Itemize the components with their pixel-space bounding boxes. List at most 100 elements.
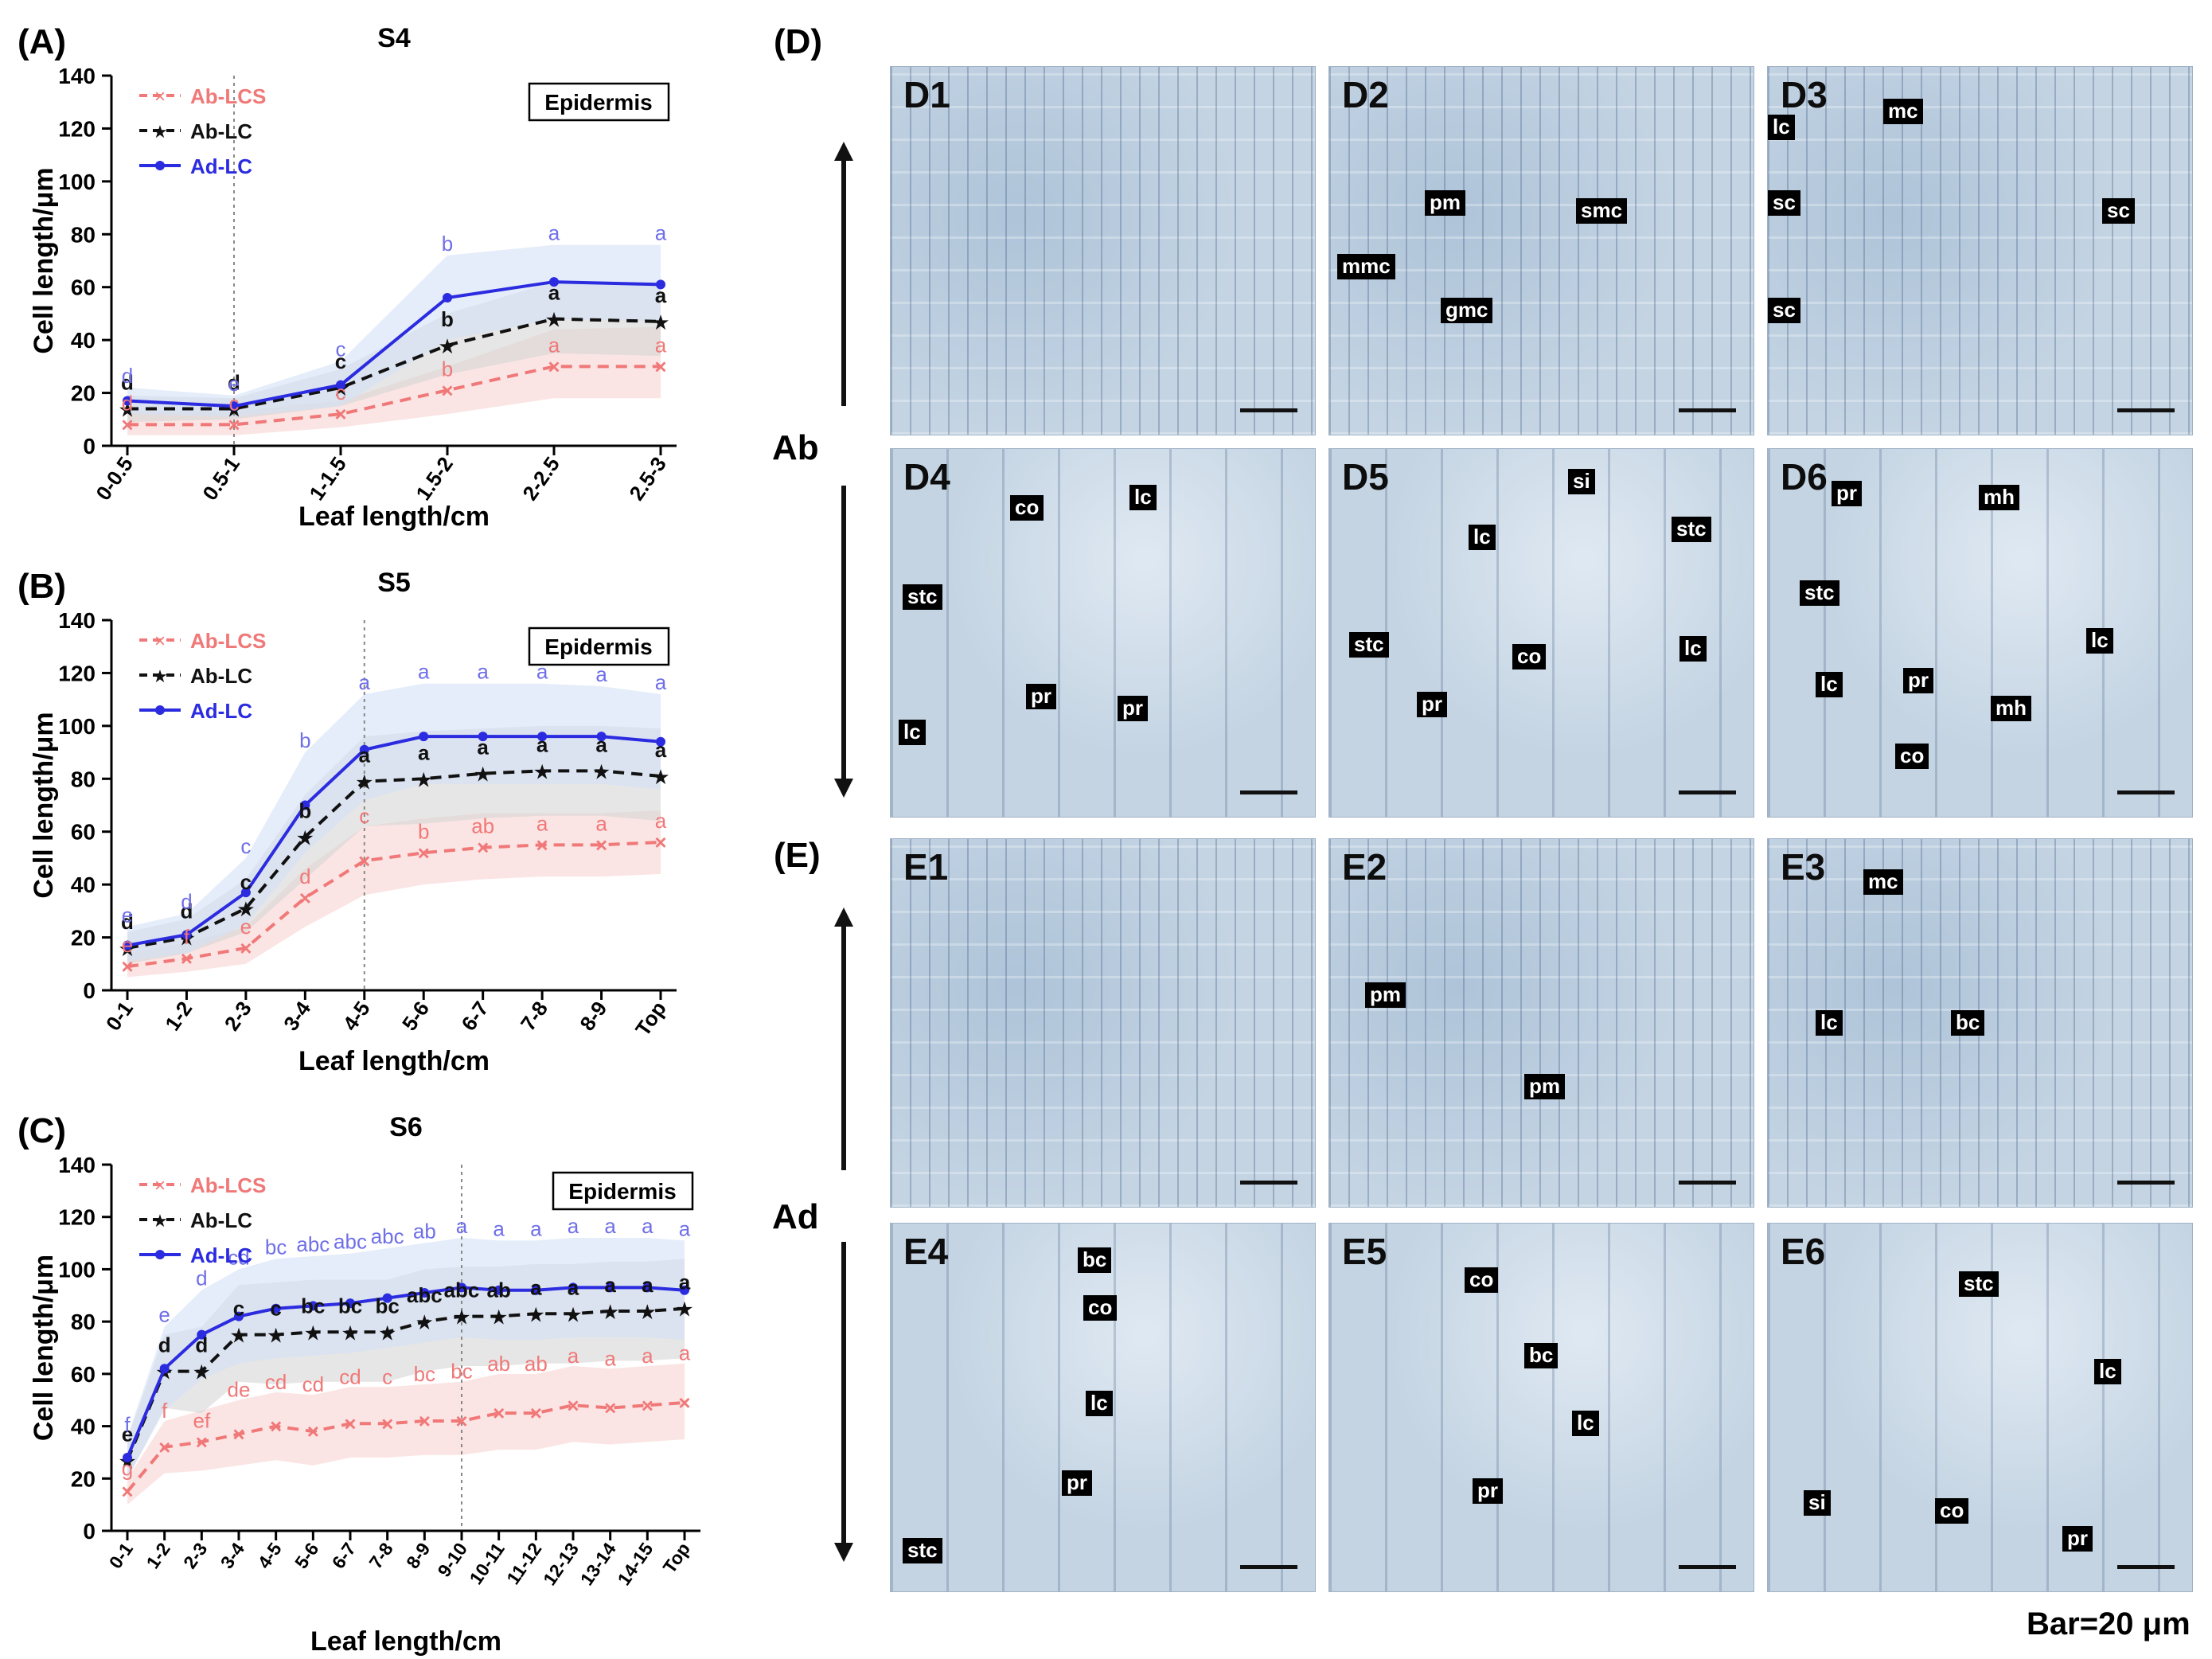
significance-letter: cd bbox=[339, 1364, 361, 1388]
x-tick-label: 8-9 bbox=[402, 1539, 434, 1572]
cell-type-tag: pr bbox=[2062, 1526, 2093, 1552]
legend-label: Ad-LC bbox=[190, 154, 252, 178]
series-line-ab-lc bbox=[126, 1306, 685, 1462]
cell-type-tag: smc bbox=[1576, 198, 1628, 224]
significance-letter: a bbox=[679, 1341, 691, 1365]
point-marker-ad-lc bbox=[656, 279, 665, 290]
series-line-ad-lc bbox=[126, 1286, 685, 1458]
significance-letter: e bbox=[122, 903, 133, 927]
cell-type-tag: co bbox=[1083, 1295, 1118, 1321]
point-marker-ab-lcs: × bbox=[158, 1435, 170, 1459]
point-marker-ab-lcs: × bbox=[228, 412, 240, 436]
cell-type-tag: lc bbox=[1469, 525, 1496, 550]
point-marker-ab-lcs: × bbox=[654, 830, 666, 854]
point-marker-ab-lc: ★ bbox=[267, 1324, 285, 1348]
x-tick-label: 2-3 bbox=[220, 997, 256, 1035]
significance-letter: bc bbox=[451, 1360, 472, 1384]
x-tick-label: 6-7 bbox=[456, 997, 493, 1035]
significance-letter: abc bbox=[296, 1232, 330, 1256]
micrograph-e4: E4 bc co lc pr stc bbox=[890, 1223, 1316, 1592]
significance-letter: abc bbox=[371, 1224, 404, 1248]
cell-type-tag: si bbox=[1804, 1490, 1831, 1516]
legend-marker: ★ bbox=[152, 1211, 168, 1231]
cell-type-tag: mc bbox=[1883, 99, 1923, 124]
significance-letter: c bbox=[382, 1364, 392, 1388]
cell-type-tag: lc bbox=[1816, 672, 1843, 697]
scale-bar bbox=[1240, 1565, 1297, 1569]
point-marker-ab-lcs: × bbox=[441, 378, 453, 402]
series-line-ab-lc bbox=[127, 769, 661, 950]
significance-letter: de bbox=[228, 1378, 251, 1402]
point-marker-ad-lc bbox=[656, 736, 665, 747]
point-marker-ad-lc bbox=[457, 1282, 466, 1293]
cell-type-tag: lc bbox=[1768, 115, 1795, 140]
significance-letter: f bbox=[124, 1413, 131, 1437]
micrograph-e6: E6 stc lc si co pr bbox=[1767, 1223, 2193, 1592]
point-marker-ab-lc: ★ bbox=[675, 1298, 693, 1321]
scale-bar bbox=[2117, 408, 2175, 412]
x-axis-label: Leaf length/cm bbox=[298, 502, 490, 532]
series-line-ad-lc bbox=[127, 280, 661, 408]
cell-type-tag: stc bbox=[1959, 1271, 1999, 1297]
point-marker-ab-lcs: × bbox=[477, 836, 489, 860]
point-marker-ab-lcs: × bbox=[418, 841, 430, 865]
scale-bar bbox=[1679, 1565, 1736, 1569]
y-tick-label: 140 bbox=[58, 608, 96, 633]
cell-type-tag: lc bbox=[2094, 1359, 2121, 1384]
significance-letter: ab bbox=[487, 1352, 510, 1376]
chart-title: S5 bbox=[377, 568, 411, 598]
significance-letter: a bbox=[679, 1216, 691, 1240]
point-marker-ab-lc: ★ bbox=[651, 310, 669, 334]
band-ab-lcs bbox=[127, 810, 661, 978]
significance-letter: a bbox=[642, 1273, 653, 1297]
cell-type-tag: si bbox=[1568, 469, 1595, 494]
y-tick-label: 80 bbox=[71, 767, 96, 791]
legend-label: Ad-LC bbox=[190, 1243, 252, 1267]
significance-letter: bc bbox=[375, 1294, 399, 1317]
cell-type-tag: pr bbox=[1417, 692, 1447, 717]
micrograph-label: E6 bbox=[1781, 1231, 1826, 1272]
x-tick-label: 0-1 bbox=[105, 1539, 137, 1572]
point-marker-ad-lc bbox=[123, 1453, 132, 1462]
y-tick-label: 0 bbox=[83, 434, 96, 459]
point-marker-ab-lc: ★ bbox=[415, 767, 433, 791]
significance-letter: g bbox=[122, 1456, 133, 1480]
significance-letter: a bbox=[568, 1214, 579, 1238]
significance-letter: a bbox=[530, 1216, 542, 1240]
panel-letter-e: (E) bbox=[774, 836, 821, 875]
point-marker-ab-lc: ★ bbox=[592, 759, 611, 783]
point-marker-ab-lcs: × bbox=[358, 849, 370, 872]
chart-title: S6 bbox=[389, 1112, 423, 1142]
chart-s4: S4 0 20 40 60 80 100 120 140 0-0.5 0.5-1 1-1.5 1.5-2… bbox=[29, 23, 677, 532]
point-marker-ad-lc bbox=[549, 277, 559, 287]
cell-type-tag: sc bbox=[1768, 190, 1800, 216]
legend-marker: × bbox=[154, 630, 166, 652]
scale-bar bbox=[2117, 1181, 2175, 1185]
cell-type-tag: lc bbox=[1816, 1010, 1843, 1036]
significance-letter: a bbox=[595, 811, 607, 835]
point-marker-ab-lcs: × bbox=[604, 1396, 616, 1420]
significance-letter: a bbox=[595, 662, 607, 686]
point-marker-ab-lcs: × bbox=[307, 1419, 319, 1443]
panel-letter-d: (D) bbox=[774, 22, 823, 61]
significance-letter: e bbox=[228, 372, 240, 396]
x-tick-label: 1.5-2 bbox=[411, 452, 458, 505]
cell-type-tag: pr bbox=[1832, 481, 1862, 506]
significance-letter: c bbox=[270, 1297, 281, 1321]
y-axis-label: Cell length/μm bbox=[29, 712, 59, 898]
point-marker-ab-lcs: × bbox=[181, 947, 193, 970]
significance-letter: c bbox=[335, 349, 346, 373]
point-marker-ad-lc bbox=[181, 930, 192, 940]
y-axis-label: Cell length/μm bbox=[29, 1255, 59, 1441]
significance-letter: a bbox=[568, 1275, 579, 1299]
cell-type-tag: bc bbox=[1524, 1343, 1559, 1368]
significance-letter: ab bbox=[471, 814, 494, 838]
cell-type-tag: pm bbox=[1524, 1074, 1565, 1099]
legend-marker: × bbox=[154, 1175, 166, 1196]
x-tick-label: 5-6 bbox=[397, 997, 434, 1035]
point-marker-ad-lc bbox=[345, 1298, 355, 1309]
significance-letter: a bbox=[595, 732, 607, 756]
significance-letter: ab bbox=[486, 1278, 510, 1302]
point-marker-ab-lcs: × bbox=[536, 833, 548, 857]
point-marker-ab-lc: ★ bbox=[118, 398, 136, 422]
